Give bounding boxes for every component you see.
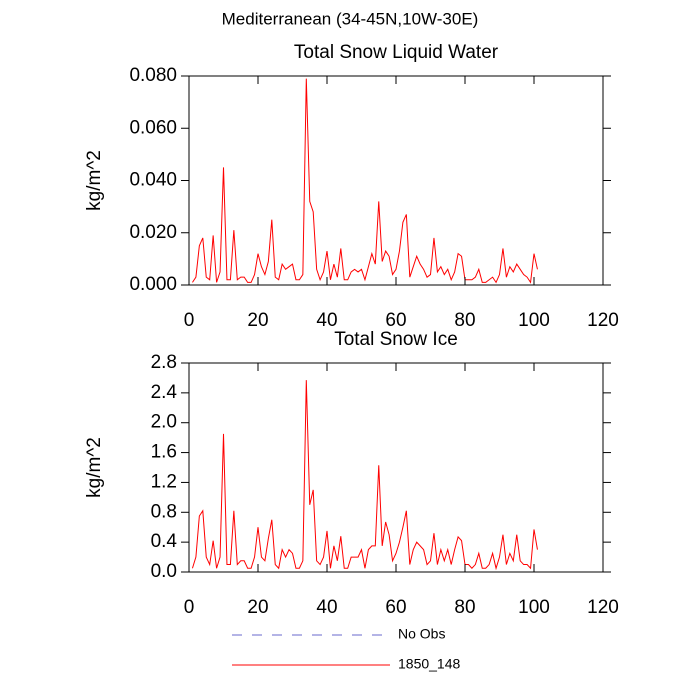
x-tick-label: 0 (184, 597, 195, 618)
chart-title: Total Snow Ice (334, 329, 458, 350)
x-tick-label: 60 (385, 597, 406, 618)
legend-label: No Obs (398, 626, 445, 642)
x-tick-label: 40 (316, 310, 337, 331)
chart-title: Total Snow Liquid Water (294, 42, 499, 63)
y-tick-label: 0.040 (129, 170, 177, 191)
x-tick-label: 40 (316, 597, 337, 618)
y-tick-label: 2.0 (151, 412, 177, 433)
y-tick-label: 0.4 (151, 531, 178, 552)
y-tick-label: 2.8 (151, 352, 177, 373)
data-line (192, 78, 538, 284)
y-tick-label: 0.060 (129, 117, 177, 138)
y-tick-label: 0.080 (129, 65, 177, 86)
y-tick-label: 0.000 (129, 274, 177, 295)
x-tick-label: 20 (247, 310, 268, 331)
y-axis-label: kg/m^2 (84, 437, 105, 498)
y-tick-label: 2.4 (151, 382, 178, 403)
data-line (191, 380, 538, 571)
legend-label: 1850_148 (398, 656, 461, 672)
x-tick-label: 80 (454, 310, 475, 331)
y-axis-label: kg/m^2 (84, 150, 105, 211)
plot-frame (188, 362, 604, 573)
x-tick-label: 60 (385, 310, 406, 331)
y-tick-label: 0.0 (151, 561, 177, 582)
x-tick-label: 0 (184, 310, 195, 331)
x-tick-label: 20 (247, 597, 268, 618)
y-tick-label: 0.8 (151, 501, 177, 522)
x-tick-label: 100 (518, 597, 550, 618)
y-tick-label: 1.6 (151, 442, 177, 463)
y-tick-label: 1.2 (151, 471, 177, 492)
x-tick-label: 120 (587, 310, 619, 331)
y-tick-label: 0.020 (129, 222, 177, 243)
page-title: Mediterranean (34-45N,10W-30E) (222, 9, 479, 28)
x-tick-label: 100 (518, 310, 550, 331)
plot-frame (188, 75, 604, 286)
x-tick-label: 120 (587, 597, 619, 618)
x-tick-label: 80 (454, 597, 475, 618)
